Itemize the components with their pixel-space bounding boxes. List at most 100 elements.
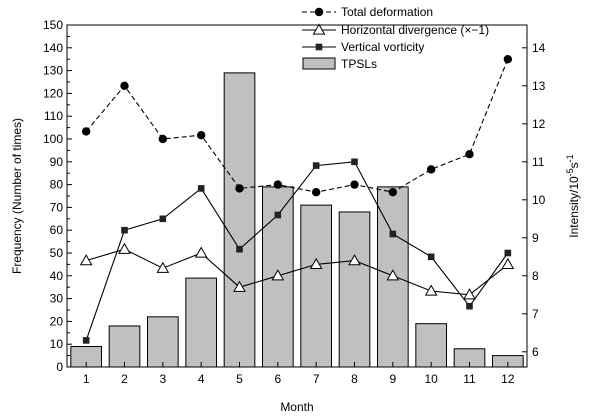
x-tick-label-1: 1 (83, 372, 90, 386)
legend-swatch-tpsls (302, 57, 336, 70)
bar-month-2 (108, 325, 141, 368)
right-tick-label-6: 6 (532, 345, 539, 359)
left-tick-label-60: 60 (50, 223, 64, 237)
right-tick-label-14: 14 (532, 41, 546, 55)
line-total-deformation (85, 58, 509, 193)
point-total-deformation-9 (388, 188, 398, 197)
point-horizontal-divergence-9 (386, 269, 400, 281)
x-tick-label-8: 8 (351, 372, 358, 386)
series-vertical-vorticity (82, 158, 512, 344)
left-tick-label-10: 10 (50, 337, 64, 351)
left-tick-label-20: 20 (50, 314, 64, 328)
x-axis-title: Month (280, 400, 313, 414)
point-total-deformation-2 (120, 81, 129, 91)
left-tick-label-150: 150 (43, 18, 63, 32)
left-axis-title: Frequency (Number of times) (10, 118, 24, 274)
left-tick-label-40: 40 (50, 269, 64, 283)
point-vertical-vorticity-9 (389, 230, 397, 238)
x-tick-label-5: 5 (236, 372, 243, 386)
legend-label-total-deformation: Total deformation (341, 5, 433, 19)
legend-item-vertical-vorticity: Vertical vorticity (302, 40, 424, 54)
series-total-deformation (81, 55, 513, 197)
left-tick-label-130: 130 (43, 64, 63, 78)
bar-month-4 (185, 277, 218, 368)
lines-layer (79, 55, 515, 344)
point-horizontal-divergence-3 (156, 261, 170, 273)
x-tick-label-4: 4 (198, 372, 205, 386)
right-axis-title-superscript: -5 (565, 168, 575, 176)
right-tick-label-7: 7 (532, 307, 539, 321)
point-total-deformation-4 (196, 131, 206, 140)
point-vertical-vorticity-10 (427, 253, 435, 261)
point-horizontal-divergence-7 (309, 257, 323, 270)
x-tick-label-10: 10 (424, 372, 438, 386)
left-tick-label-80: 80 (50, 178, 64, 192)
point-horizontal-divergence-4 (194, 246, 208, 258)
bar-month-3 (147, 316, 179, 368)
axes-layer: 0102030405060708090100110120130140150678… (10, 18, 581, 414)
bar-month-8 (338, 211, 371, 368)
legend-item-total-deformation: Total deformation (302, 5, 433, 19)
right-tick-label-8: 8 (532, 269, 539, 283)
x-tick-label-6: 6 (274, 372, 281, 386)
point-vertical-vorticity-8 (351, 158, 358, 166)
series-horizontal-divergence (79, 242, 515, 300)
point-horizontal-divergence-10 (424, 284, 438, 296)
plot-frame (66, 24, 528, 368)
point-total-deformation-8 (350, 180, 359, 189)
legend-label-vertical-vorticity: Vertical vorticity (341, 40, 424, 54)
left-tick-label-110: 110 (44, 109, 63, 123)
point-horizontal-divergence-6 (271, 269, 285, 281)
x-tick-label-7: 7 (313, 372, 320, 386)
point-horizontal-divergence-1 (79, 254, 93, 266)
left-tick-label-140: 140 (43, 41, 63, 55)
point-total-deformation-3 (158, 134, 168, 144)
x-tick-label-12: 12 (501, 372, 515, 386)
point-horizontal-divergence-12 (501, 257, 515, 270)
left-tick-label-120: 120 (43, 86, 63, 100)
legend: Total deformation Horizontal divergence (… (302, 5, 489, 71)
point-vertical-vorticity-4 (197, 185, 205, 192)
point-total-deformation-6 (273, 180, 283, 189)
x-tick-label-11: 11 (463, 372, 476, 386)
right-axis-title-superscript: -1 (565, 154, 575, 162)
left-tick-label-100: 100 (43, 132, 63, 146)
point-vertical-vorticity-7 (312, 162, 320, 169)
point-vertical-vorticity-11 (466, 302, 473, 310)
point-horizontal-divergence-11 (463, 288, 476, 300)
x-tick-label-2: 2 (121, 372, 128, 386)
left-tick-label-30: 30 (50, 292, 64, 306)
legend-item-horizontal-divergence: Horizontal divergence (×−1) (302, 23, 489, 37)
point-horizontal-divergence-5 (233, 280, 246, 292)
right-tick-label-9: 9 (532, 231, 539, 245)
line-horizontal-divergence (86, 248, 509, 296)
left-tick-label-70: 70 (50, 200, 64, 214)
x-tick-label-3: 3 (159, 372, 166, 386)
point-vertical-vorticity-2 (121, 226, 128, 234)
point-vertical-vorticity-6 (274, 211, 282, 219)
bar-month-7 (300, 204, 332, 368)
line-vertical-vorticity (85, 161, 509, 341)
right-axis-title-part: Intensity/10 (567, 176, 581, 238)
point-total-deformation-1 (81, 127, 91, 136)
point-total-deformation-7 (311, 188, 321, 197)
bar-month-10 (415, 323, 447, 368)
right-tick-label-11: 11 (532, 155, 545, 169)
bar-month-5 (223, 72, 256, 368)
point-total-deformation-5 (235, 184, 244, 193)
left-tick-label-50: 50 (50, 246, 64, 260)
right-axis-title-part: s (567, 162, 581, 168)
point-vertical-vorticity-5 (236, 245, 243, 253)
point-horizontal-divergence-2 (118, 242, 131, 254)
point-vertical-vorticity-12 (504, 249, 512, 257)
left-tick-label-0: 0 (56, 360, 63, 374)
right-tick-label-10: 10 (532, 193, 546, 207)
point-total-deformation-11 (465, 150, 474, 159)
legend-marker-total-deformation (314, 7, 324, 17)
right-tick-label-13: 13 (532, 79, 546, 93)
x-tick-label-9: 9 (389, 372, 396, 386)
legend-marker-horizontal-divergence (312, 23, 326, 35)
legend-label-horizontal-divergence: Horizontal divergence (×−1) (341, 23, 489, 37)
point-vertical-vorticity-3 (159, 215, 167, 223)
